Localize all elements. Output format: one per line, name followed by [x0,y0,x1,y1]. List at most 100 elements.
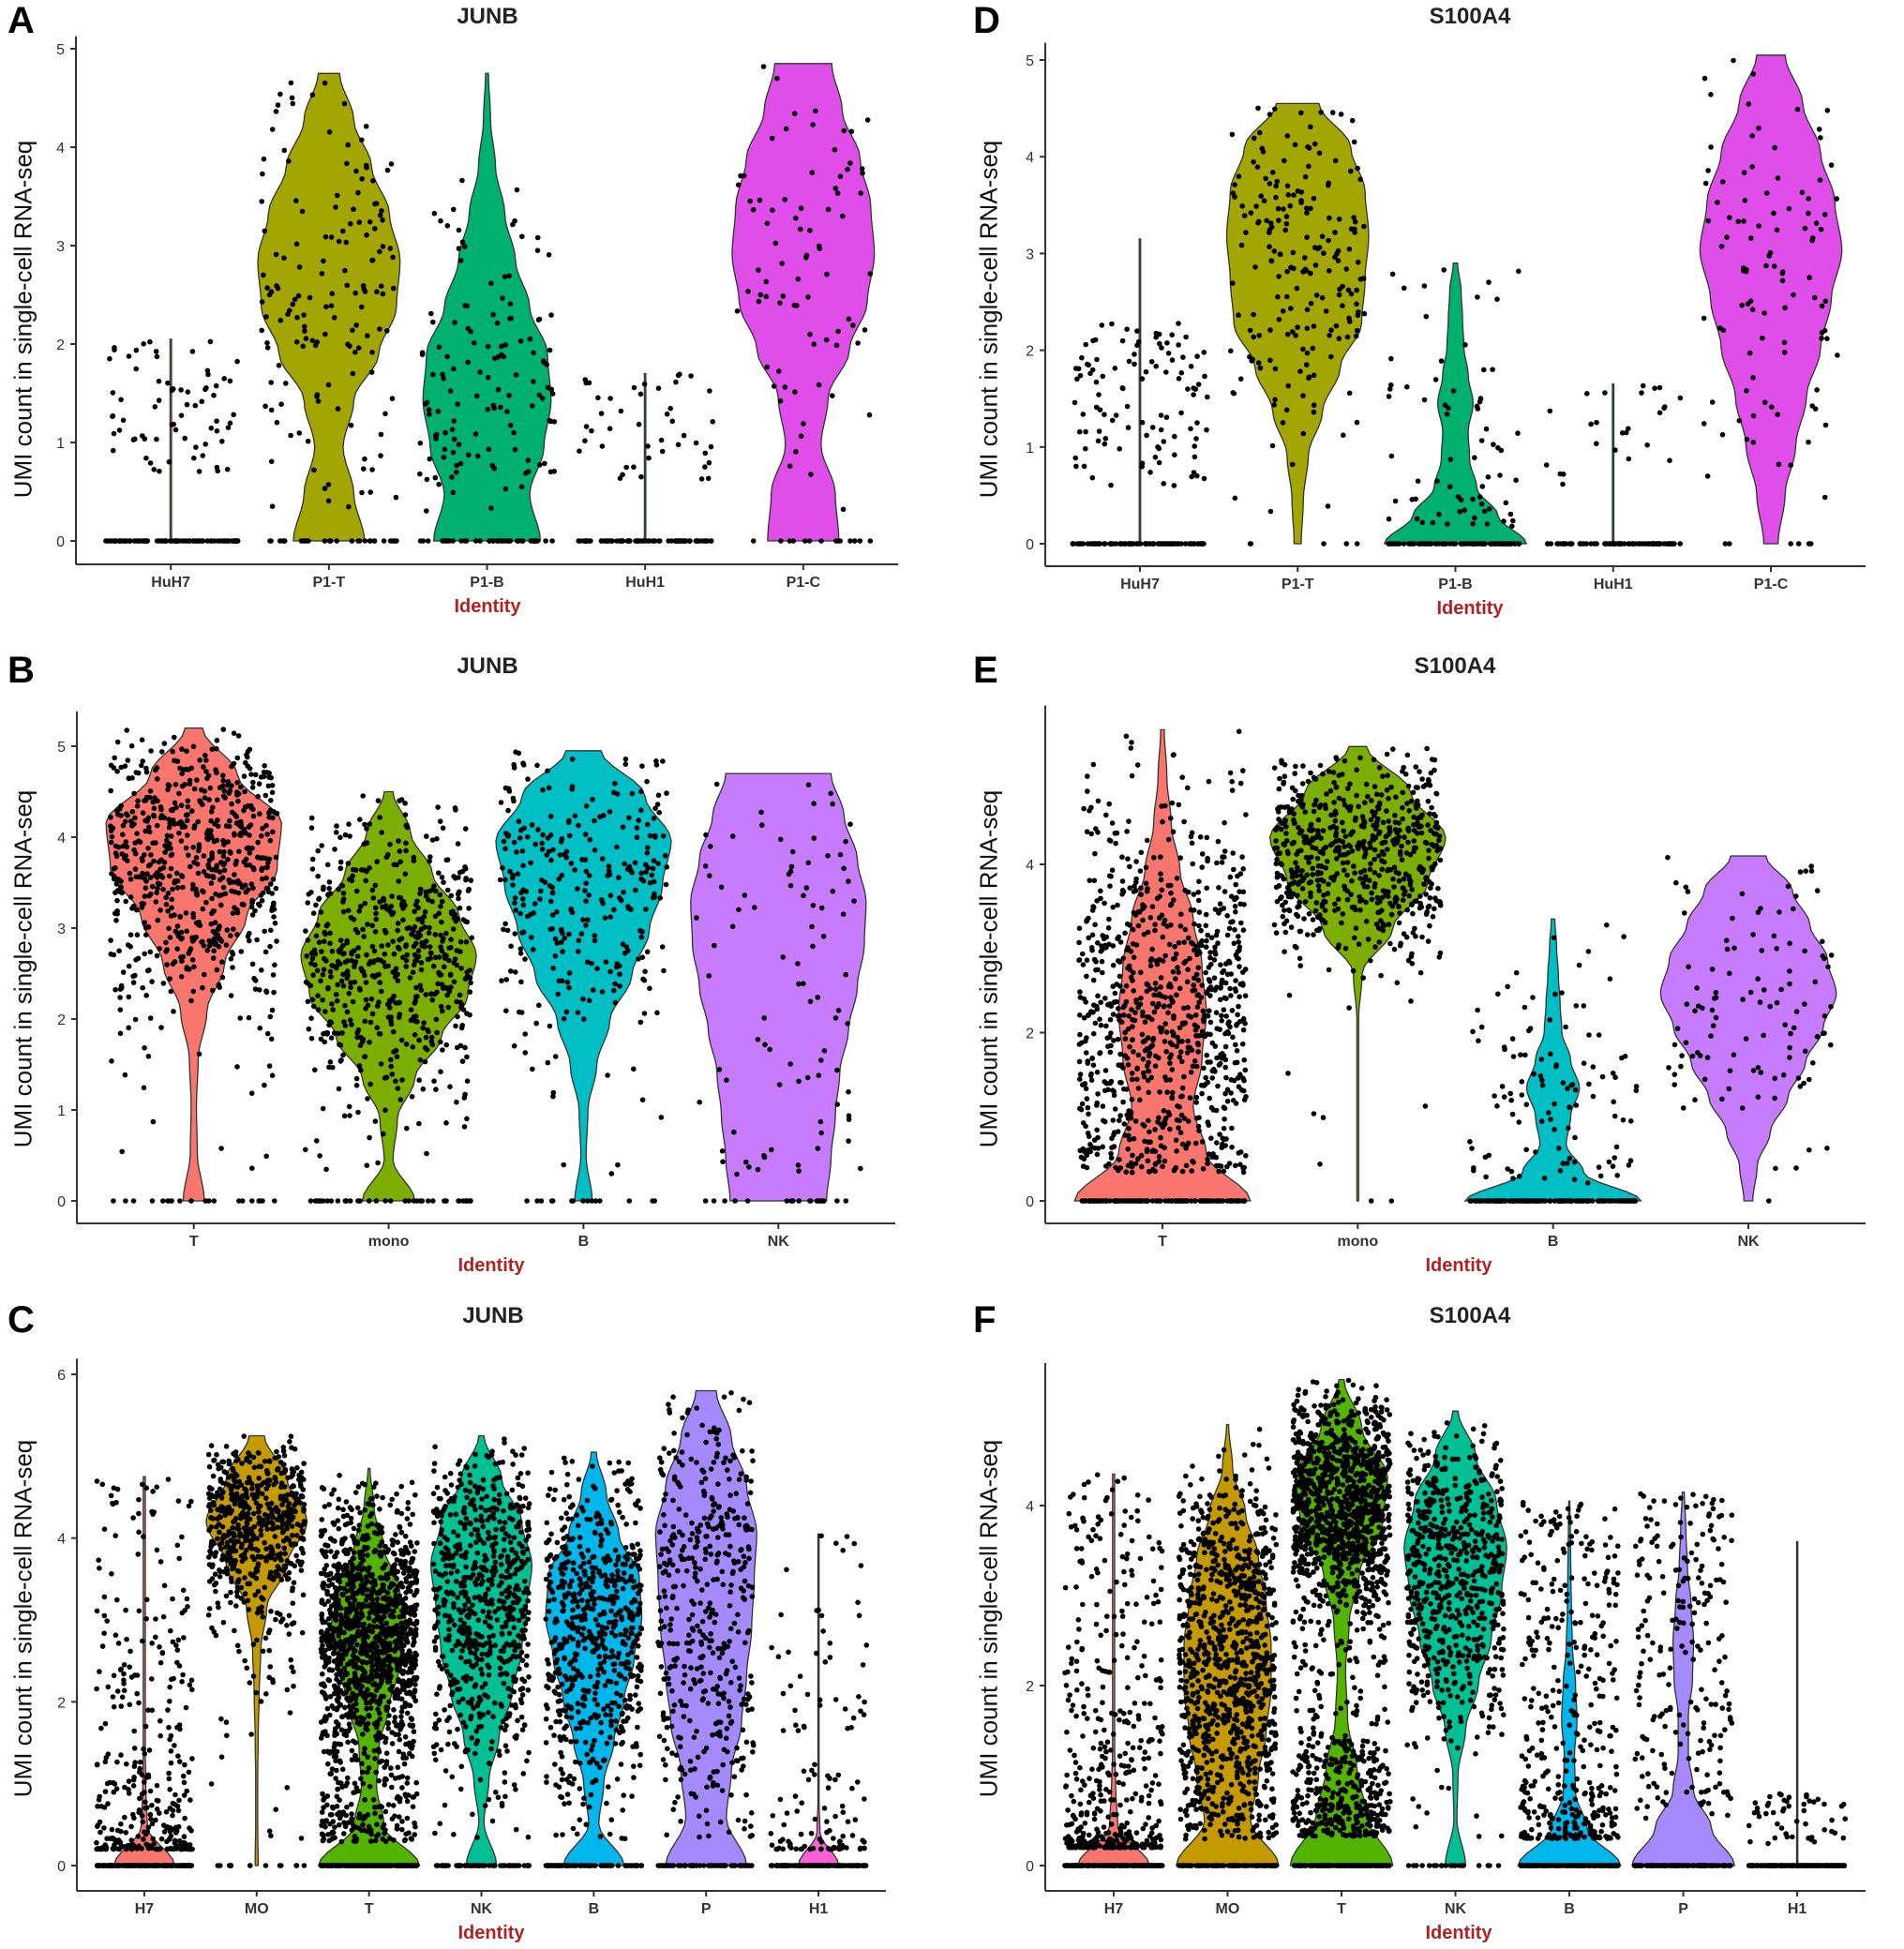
x-tick-label: H1 [809,1901,829,1917]
data-point [321,1031,326,1037]
data-point [251,866,257,873]
data-point [144,871,150,877]
data-point [154,1547,160,1553]
data-point [307,294,313,301]
data-point [394,862,400,868]
data-point [397,1736,403,1743]
data-point [119,1148,125,1155]
data-point [777,836,784,843]
data-point [371,974,378,980]
data-point [375,798,382,803]
data-point [270,1514,276,1521]
data-point [306,1026,312,1032]
data-point [352,979,358,985]
data-point [563,854,570,861]
data-point [248,1572,255,1578]
data-point [210,1499,217,1506]
data-point [582,857,589,862]
data-point [355,1027,362,1033]
data-point [462,919,469,924]
data-point [564,979,571,985]
data-point [337,1612,343,1618]
data-point [161,1582,168,1589]
data-point [184,401,190,408]
data-point [275,1543,281,1549]
data-point [266,1828,273,1834]
data-point [602,915,608,921]
data-point [412,1549,418,1554]
data-point [229,1496,234,1502]
data-point [655,861,661,866]
data-point [200,453,206,458]
data-point [246,1607,252,1612]
data-point [446,988,453,995]
data-point [285,1504,292,1509]
points-HuH7 [103,338,241,544]
data-point [369,1011,376,1017]
data-point [589,427,594,434]
data-point [96,1557,101,1563]
data-point [373,1198,380,1204]
data-point [549,925,555,932]
data-point [454,1099,459,1105]
data-point [368,1838,374,1844]
data-point [243,889,249,895]
data-point [214,1451,219,1458]
data-point [332,847,337,852]
data-point [301,1863,307,1868]
data-point [430,371,436,378]
data-point [345,142,352,148]
data-point [353,1715,360,1721]
data-point [188,1677,195,1684]
data-point [161,860,168,865]
data-point [513,969,518,975]
data-point [323,1563,330,1568]
data-point [440,371,445,378]
data-point [238,830,245,836]
data-point [166,783,172,788]
data-point [832,1015,839,1021]
data-point [341,951,347,956]
data-point [259,299,265,305]
data-point [110,1500,115,1507]
data-point [197,799,203,805]
data-point [112,986,118,993]
data-point [153,349,159,354]
data-point [288,80,294,86]
data-point [256,1521,262,1526]
data-point [328,1549,334,1554]
data-point [393,1532,398,1537]
data-point [350,327,355,334]
data-point [651,878,657,885]
data-point [212,1571,218,1577]
data-point [323,1819,329,1824]
data-point [313,933,320,939]
data-point [412,923,418,930]
data-point [270,877,277,882]
data-point [362,538,368,544]
data-point [210,875,217,880]
data-point [220,837,226,844]
data-point [112,755,117,761]
data-point [215,1536,220,1542]
y-tick-label: 2 [57,1012,66,1028]
y-tick-label: 0 [57,1194,66,1210]
data-point [133,957,139,963]
data-point [117,1863,124,1868]
data-point [381,1822,387,1828]
data-point [259,967,264,973]
data-point [334,1767,339,1774]
violin-HuH7 [169,338,172,542]
data-point [250,1510,257,1517]
data-point [140,984,145,991]
data-point [261,1517,266,1523]
data-point [373,916,380,922]
data-point [288,1541,294,1548]
data-point [687,538,693,544]
data-point [232,889,238,895]
data-point [350,370,356,377]
data-point [296,430,303,436]
data-point [123,898,128,905]
data-point [431,883,437,889]
data-point [599,443,606,449]
